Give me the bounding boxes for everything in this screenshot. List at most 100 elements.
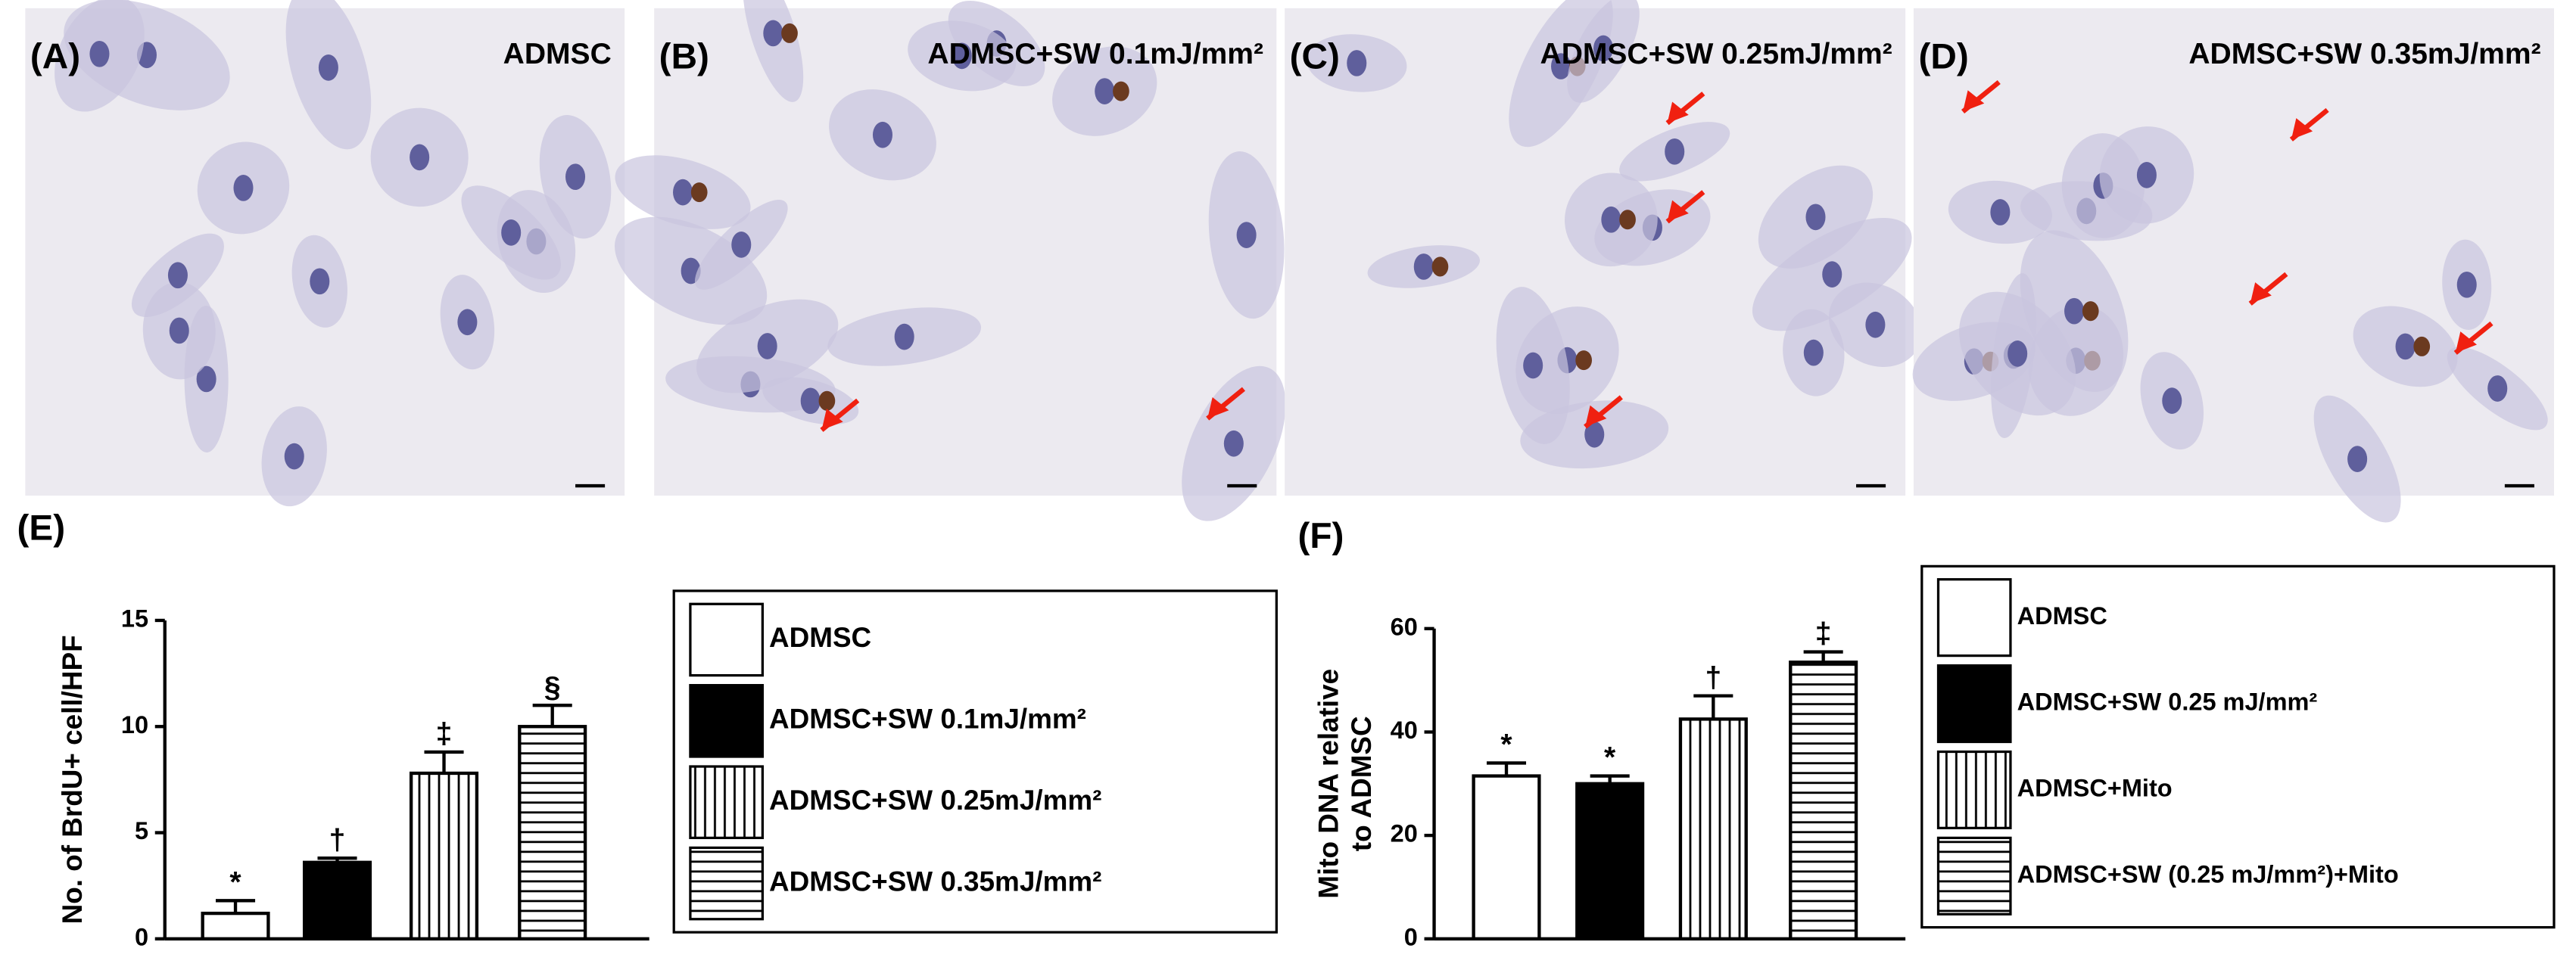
cell-nucleus — [410, 144, 430, 171]
cell-nucleus — [1347, 50, 1367, 76]
y-tick-label: 10 — [121, 711, 148, 738]
arrow-head — [2291, 118, 2313, 140]
legend-label: ADMSC — [2017, 602, 2107, 630]
cell-nucleus — [1584, 421, 1605, 448]
y-axis-label: Mito DNA relative — [1313, 669, 1344, 899]
y-axis-label: to ADMSC — [1346, 716, 1377, 851]
cell-nucleus — [757, 333, 777, 359]
y-tick-label: 15 — [121, 605, 148, 633]
cell-nucleus — [2064, 297, 2085, 325]
cell-nucleus — [284, 443, 304, 470]
legend-label: ADMSC+Mito — [2017, 775, 2173, 802]
significance-mark: * — [229, 866, 241, 899]
bar — [409, 771, 479, 940]
brdu-nucleus — [1619, 210, 1636, 230]
cell-nucleus — [731, 232, 752, 258]
bar — [201, 911, 270, 940]
cell-nucleus — [565, 163, 586, 191]
significance-mark: † — [1705, 661, 1721, 694]
bar — [1575, 782, 1645, 940]
cell-nucleus — [2347, 446, 2368, 472]
cell-nucleus — [872, 121, 892, 148]
cell-nucleus — [1523, 352, 1543, 379]
cell-nucleus — [1805, 204, 1826, 231]
legend-swatch — [689, 765, 764, 840]
brdu-nucleus — [690, 182, 708, 203]
cell-nucleus — [1551, 53, 1571, 79]
panel-label: (E) — [17, 508, 66, 548]
panel-title: ADMSC+SW 0.25mJ/mm² — [1540, 38, 1892, 70]
arrow-head — [2250, 282, 2272, 304]
y-tick-label: 20 — [1391, 820, 1418, 847]
cell-nucleus — [169, 317, 189, 344]
cell-nucleus — [1095, 78, 1115, 104]
brdu-nucleus — [781, 23, 798, 43]
bar — [302, 860, 372, 940]
cell-nucleus — [1223, 430, 1244, 457]
panel-title: ADMSC+SW 0.35mJ/mm² — [2188, 38, 2540, 70]
significance-mark: ‡ — [436, 718, 453, 751]
significance-mark: * — [1604, 741, 1616, 774]
arrow-head — [1963, 90, 1985, 112]
bar — [518, 725, 587, 940]
legend-label: ADMSC+SW 0.25mJ/mm² — [769, 785, 1101, 816]
legend-swatch — [689, 846, 764, 921]
cell-nucleus — [310, 268, 330, 295]
legend-box — [1920, 564, 2556, 929]
y-tick-label: 40 — [1391, 717, 1418, 744]
bar — [1789, 661, 1858, 940]
significance-mark: ‡ — [1815, 617, 1832, 650]
bar — [1678, 717, 1748, 940]
cell-nucleus — [233, 175, 254, 201]
panel-label: (A) — [30, 37, 80, 77]
y-tick-label: 0 — [135, 923, 148, 950]
panel-label: (F) — [1298, 516, 1344, 556]
cell-nucleus — [1236, 222, 1257, 248]
legend-swatch — [1936, 750, 2012, 829]
cell-nucleus — [1665, 138, 1685, 165]
legend-swatch — [689, 602, 764, 677]
legend-swatch — [689, 684, 764, 758]
arrow-head — [2455, 331, 2478, 353]
legend-label: ADMSC+SW 0.1mJ/mm² — [769, 704, 1086, 735]
cell-nucleus — [894, 323, 914, 350]
cell-nucleus — [800, 387, 821, 415]
cell-nucleus — [2395, 333, 2416, 360]
legend-label: ADMSC+SW (0.25 mJ/mm²)+Mito — [2017, 860, 2399, 888]
cell-nucleus — [196, 365, 216, 393]
cell-nucleus — [1990, 199, 2011, 225]
panel-label: (B) — [659, 37, 709, 77]
cell-nucleus — [763, 20, 783, 47]
cell-nucleus — [2162, 387, 2182, 414]
cell-nucleus — [1413, 253, 1434, 280]
cell-nucleus — [2008, 340, 2028, 367]
legend-box — [672, 589, 1278, 934]
legend-label: ADMSC+SW 0.35mJ/mm² — [769, 866, 1101, 897]
cell-nucleus — [318, 54, 338, 81]
significance-mark: § — [544, 671, 561, 704]
brdu-nucleus — [2413, 336, 2431, 356]
cell-nucleus — [89, 40, 110, 67]
significance-mark: † — [329, 824, 346, 857]
arrow-head — [1667, 101, 1689, 123]
legend-swatch — [1936, 836, 2012, 916]
legend-label: ADMSC — [769, 622, 871, 653]
legend-label: ADMSC+SW 0.25 mJ/mm² — [2017, 689, 2318, 716]
cell-nucleus — [952, 42, 972, 70]
y-tick-label: 5 — [135, 817, 148, 844]
y-axis-label: No. of BrdU+ cell/HPF — [57, 635, 88, 924]
y-tick-label: 60 — [1391, 613, 1418, 640]
panel-label: (D) — [1918, 37, 1968, 77]
legend-swatch — [1936, 664, 2012, 744]
cell-nucleus — [1865, 311, 1886, 338]
y-tick-label: 0 — [1404, 923, 1418, 950]
cell-nucleus — [167, 262, 188, 289]
panel-label: (C) — [1290, 37, 1340, 77]
cell-nucleus — [2136, 161, 2157, 188]
bar — [1472, 774, 1541, 940]
cell-nucleus — [1822, 261, 1842, 288]
cell-nucleus — [1593, 35, 1614, 62]
cell-nucleus — [1803, 339, 1824, 366]
brdu-nucleus — [2082, 301, 2099, 322]
